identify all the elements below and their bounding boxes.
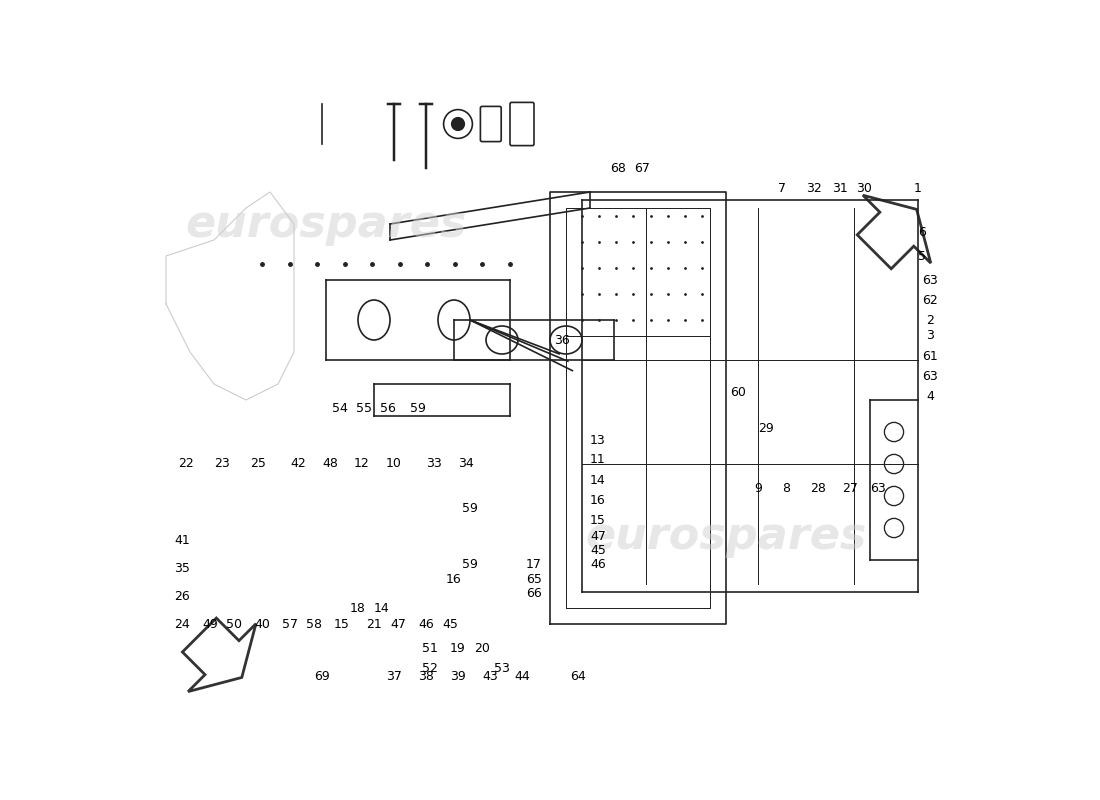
- Text: 33: 33: [426, 458, 442, 470]
- Text: 47: 47: [590, 530, 606, 542]
- Text: 63: 63: [870, 482, 886, 494]
- Text: 20: 20: [474, 642, 490, 654]
- Text: 5: 5: [918, 250, 926, 262]
- Text: 63: 63: [922, 274, 938, 286]
- Text: 11: 11: [590, 454, 606, 466]
- Text: 13: 13: [590, 434, 606, 446]
- Text: 65: 65: [526, 573, 542, 586]
- Text: 23: 23: [214, 458, 230, 470]
- Text: 49: 49: [202, 618, 218, 630]
- Text: 25: 25: [250, 458, 266, 470]
- Text: 48: 48: [322, 458, 338, 470]
- Text: 14: 14: [374, 602, 389, 614]
- Text: 34: 34: [458, 458, 474, 470]
- Polygon shape: [183, 618, 256, 691]
- Text: 32: 32: [806, 182, 822, 194]
- Text: 17: 17: [526, 558, 542, 571]
- Text: eurospares: eurospares: [185, 202, 466, 246]
- Text: 39: 39: [450, 670, 466, 682]
- Text: 59: 59: [410, 402, 426, 414]
- Text: 66: 66: [526, 587, 542, 600]
- Text: 43: 43: [482, 670, 498, 682]
- Text: 19: 19: [450, 642, 466, 654]
- Text: 9: 9: [755, 482, 762, 494]
- Text: 24: 24: [174, 618, 190, 630]
- Text: 42: 42: [290, 458, 306, 470]
- Text: 21: 21: [366, 618, 382, 630]
- Text: 3: 3: [926, 330, 934, 342]
- Text: 29: 29: [758, 422, 774, 434]
- Text: 52: 52: [422, 662, 438, 674]
- Text: 36: 36: [554, 334, 570, 346]
- Text: 15: 15: [590, 514, 606, 526]
- Text: 59: 59: [462, 502, 477, 514]
- Text: 38: 38: [418, 670, 433, 682]
- Text: 57: 57: [282, 618, 298, 630]
- Text: 46: 46: [418, 618, 433, 630]
- Text: 15: 15: [334, 618, 350, 630]
- Text: 10: 10: [386, 458, 402, 470]
- Text: 7: 7: [778, 182, 786, 194]
- Text: 54: 54: [332, 402, 349, 414]
- Text: 62: 62: [922, 294, 938, 306]
- Text: 59: 59: [462, 558, 477, 570]
- Text: eurospares: eurospares: [585, 514, 867, 558]
- Text: 26: 26: [174, 590, 190, 602]
- Text: 60: 60: [730, 386, 746, 398]
- Text: 35: 35: [174, 562, 190, 574]
- Text: 64: 64: [570, 670, 586, 682]
- Text: 45: 45: [590, 544, 606, 557]
- Text: 37: 37: [386, 670, 402, 682]
- Text: 63: 63: [922, 370, 938, 382]
- Text: 68: 68: [610, 162, 626, 174]
- Text: 18: 18: [350, 602, 366, 614]
- Text: 69: 69: [315, 670, 330, 682]
- Text: 22: 22: [178, 458, 194, 470]
- Text: 67: 67: [634, 162, 650, 174]
- Polygon shape: [857, 195, 931, 269]
- Text: 14: 14: [590, 474, 606, 486]
- Text: 41: 41: [174, 534, 190, 546]
- Text: 47: 47: [390, 618, 406, 630]
- Text: 8: 8: [782, 482, 790, 494]
- Text: 27: 27: [843, 482, 858, 494]
- Text: 4: 4: [926, 390, 934, 402]
- Text: 16: 16: [447, 573, 462, 586]
- Text: 28: 28: [810, 482, 826, 494]
- Text: 12: 12: [354, 458, 370, 470]
- Text: 53: 53: [494, 662, 510, 674]
- Text: 51: 51: [422, 642, 438, 654]
- Text: 2: 2: [926, 314, 934, 326]
- Text: 40: 40: [254, 618, 270, 630]
- Text: 50: 50: [226, 618, 242, 630]
- Circle shape: [452, 118, 464, 130]
- Text: 61: 61: [922, 350, 938, 362]
- Text: 58: 58: [306, 618, 322, 630]
- Text: 55: 55: [356, 402, 373, 414]
- Text: 1: 1: [914, 182, 922, 194]
- Text: 30: 30: [857, 182, 872, 194]
- Text: 56: 56: [381, 402, 396, 414]
- Text: 46: 46: [590, 558, 606, 571]
- Text: 6: 6: [918, 226, 926, 238]
- Text: 45: 45: [442, 618, 458, 630]
- Text: 16: 16: [590, 494, 606, 506]
- Text: 44: 44: [514, 670, 530, 682]
- Text: 31: 31: [833, 182, 848, 194]
